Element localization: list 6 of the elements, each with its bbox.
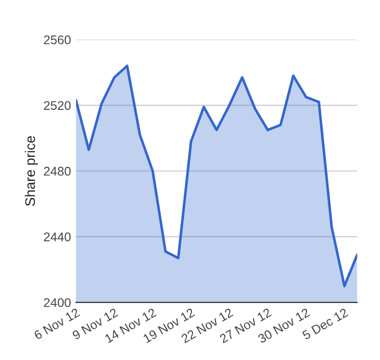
y-axis-title: Share price <box>24 136 38 206</box>
y-tick-label: 2480 <box>44 166 71 176</box>
y-tick-label: 2440 <box>44 232 71 242</box>
y-tick-label: 2400 <box>44 298 71 308</box>
y-tick-label: 2560 <box>44 35 71 44</box>
y-tick-label: 2520 <box>44 101 71 110</box>
